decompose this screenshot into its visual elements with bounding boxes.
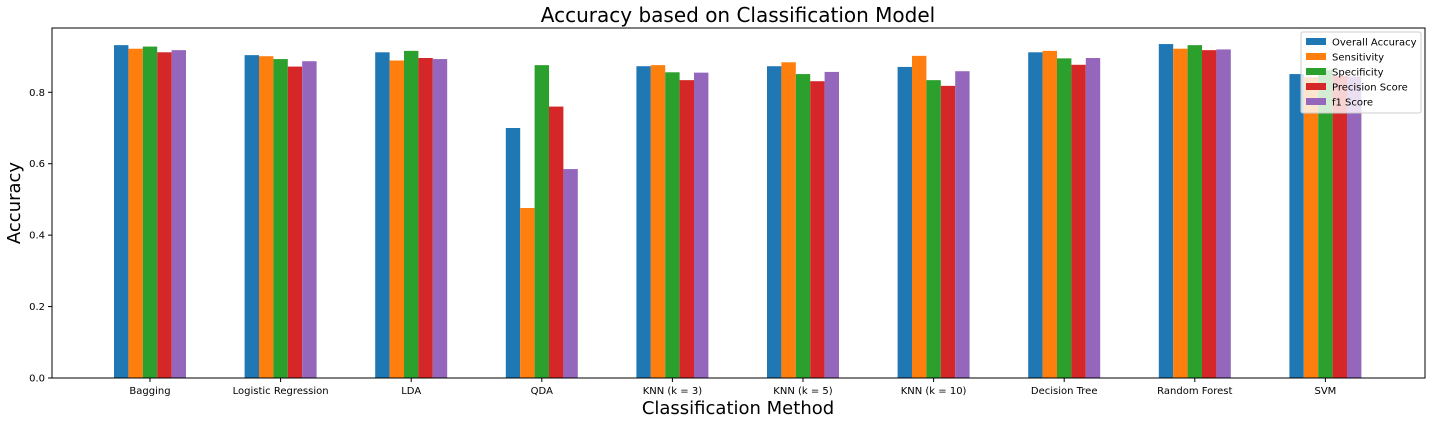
bar [520,208,535,378]
bar [665,72,680,378]
bar [926,80,941,378]
bar [128,48,143,379]
bar [563,169,578,378]
bar-group [505,65,578,378]
bar-group [897,55,970,379]
bar [955,71,970,379]
x-tick-label: Random Forest [1157,386,1232,397]
bar [171,50,186,378]
x-tick-label: SVM [1314,386,1336,397]
bar [1158,44,1174,378]
bar [767,66,782,379]
bar [650,65,666,378]
legend-label: f1 Score [1332,98,1373,109]
legend-swatch [1306,98,1326,105]
bar [1216,49,1231,379]
y-axis: 0.0 0.2 0.4 0.6 0.8 [29,88,52,385]
bar [1187,45,1202,378]
bar [824,71,839,379]
legend-label: Precision Score [1332,83,1408,94]
bar-group [1158,44,1231,379]
bar [1347,76,1362,378]
bar [259,56,274,379]
legend-swatch [1306,53,1326,60]
bar [287,66,303,378]
y-tick-label: 0.8 [29,88,45,99]
bar [534,65,549,378]
y-axis-title: Accuracy [4,162,25,245]
y-tick-label: 0.2 [29,302,45,313]
bar [1085,58,1101,378]
legend-label: Specificity [1332,68,1384,79]
legend: Overall Accuracy Sensitivity Specificity Pr… [1300,31,1422,114]
x-tick-label: KNN (k = 5) [773,386,832,397]
x-tick-label: KNN (k = 10) [901,386,967,397]
bar [1071,64,1086,378]
x-tick-label: QDA [531,386,553,397]
bar [1202,50,1217,378]
y-tick-label: 0.6 [29,159,45,170]
legend-label: Sensitivity [1332,53,1384,64]
bar [273,59,288,378]
bar [1318,70,1333,378]
bar [810,81,825,379]
bar [1289,74,1304,378]
x-tick-label: Decision Tree [1031,386,1098,397]
y-tick-label: 0.0 [29,374,45,385]
legend-swatch [1306,68,1326,75]
bar [1303,77,1319,378]
bar [432,59,448,378]
bar [1057,58,1072,379]
bar [679,80,694,378]
bar-group [244,55,317,379]
bar [897,66,912,379]
bar [694,72,709,378]
x-tick-label: KNN (k = 3) [643,386,702,397]
x-tick-label: Logistic Regression [233,386,329,397]
bar [505,128,521,378]
bar [1042,50,1057,379]
bar [795,74,811,378]
bar [114,45,129,378]
bar [389,60,404,378]
x-axis-title: Classification Method [642,398,834,419]
bar-group [767,62,839,379]
bar [1173,48,1188,379]
legend-swatch [1306,38,1326,45]
plot-frame [51,27,1426,379]
bar [781,62,796,378]
bars-layer [114,44,1362,379]
x-axis: Bagging Logistic Regression LDA QDA KNN (k =… [129,378,1336,397]
bar-group [375,50,448,379]
bar [404,50,419,379]
bar [157,52,172,378]
bar [244,55,259,378]
bar [636,66,651,379]
y-tick-label: 0.4 [29,231,45,242]
bar [375,52,390,378]
legend-frame [1300,31,1422,114]
bar [549,106,564,378]
x-tick-label: Bagging [129,386,170,397]
legend-label: Overall Accuracy [1332,38,1417,49]
x-tick-label: LDA [401,386,421,397]
bar-group [1028,50,1101,379]
bar [1332,75,1347,379]
bar [912,55,927,379]
bar-group [114,45,186,379]
bar [142,46,158,378]
bar [302,61,317,379]
bar-group [1289,70,1362,379]
legend-swatch [1306,83,1326,90]
bar [418,58,433,378]
bar [1028,52,1043,378]
bar-group [636,65,709,379]
chart-title: Accuracy based on Classification Model [541,3,935,27]
bar [940,85,956,379]
